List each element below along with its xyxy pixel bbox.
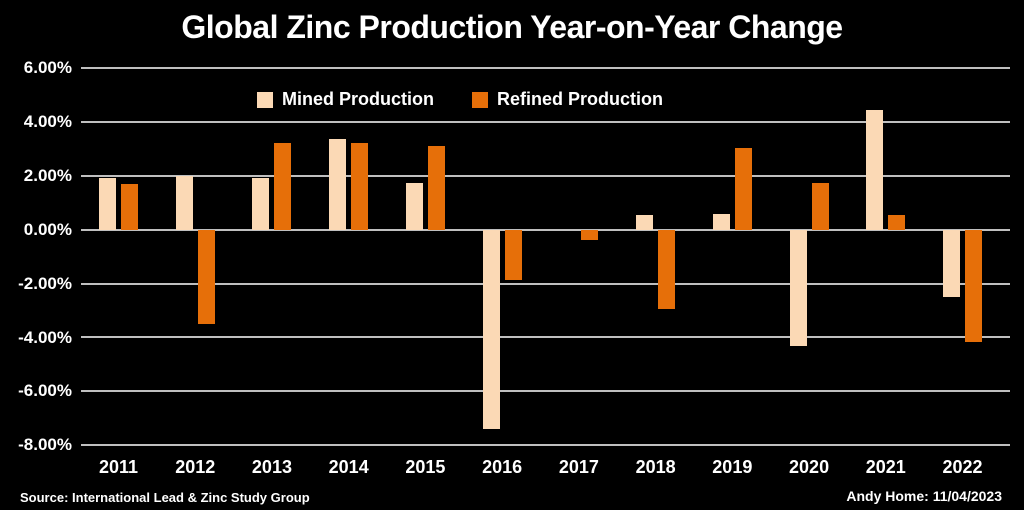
legend-label-mined: Mined Production: [282, 89, 434, 109]
refined-legend-swatch-icon: [472, 91, 488, 108]
y-tick-6pct: 6.00%: [23, 58, 72, 77]
mined-bar-2014: [329, 139, 347, 230]
x-tick-2017: 2017: [558, 457, 599, 477]
gridline-6pct: [81, 67, 1010, 69]
gridline-neg4pct: [81, 336, 1010, 339]
mined-legend-swatch-icon: [257, 91, 273, 108]
gridline-4pct: [81, 120, 1010, 123]
refined-bar-2014: [351, 143, 369, 230]
refined-bar-2018: [658, 229, 676, 310]
y-tick-neg4pct: -4.00%: [18, 327, 72, 347]
source-note: Source: International Lead & Zinc Study …: [20, 490, 310, 505]
gridline-neg6pct: [81, 390, 1010, 393]
x-tick-2018: 2018: [635, 457, 676, 477]
refined-bar-2020: [811, 182, 829, 230]
y-tick-2pct: 2.00%: [23, 165, 72, 185]
y-tick-4pct: 4.00%: [23, 111, 72, 131]
gridline-2pct: [81, 174, 1010, 177]
chart-title: Global Zinc Production Year-on-Year Chan…: [181, 9, 843, 45]
x-tick-2016: 2016: [482, 457, 523, 477]
gridline-neg8pct: [81, 444, 1010, 447]
x-tick-2019: 2019: [712, 457, 753, 477]
x-tick-2013: 2013: [251, 457, 292, 477]
mined-bar-2022: [943, 229, 961, 298]
legend-entry-mined: Mined Production: [257, 89, 434, 110]
mined-bar-2011: [99, 178, 116, 230]
mined-bar-2018: [636, 214, 654, 230]
refined-bar-2021: [888, 214, 906, 230]
refined-bar-2015: [427, 146, 445, 230]
x-tick-2022: 2022: [942, 457, 983, 477]
mined-bar-2016: [482, 229, 500, 430]
mined-bar-2012: [175, 175, 193, 230]
legend-label-refined: Refined Production: [497, 89, 663, 109]
mined-bar-2015: [405, 182, 423, 230]
refined-bar-2012: [197, 229, 215, 324]
mined-bar-2013: [252, 178, 270, 230]
y-tick-neg2pct: -2.00%: [18, 273, 72, 293]
refined-bar-2017: [581, 229, 599, 241]
refined-bar-2013: [274, 143, 292, 230]
x-axis-labels: 2011 2012 2013 2014 2015 2016 2017 2018 2019 2020…: [81, 457, 1010, 481]
gridline-0pct-axis: [81, 228, 1010, 231]
x-tick-2015: 2015: [405, 457, 446, 477]
y-tick-neg6pct: -6.00%: [18, 381, 72, 401]
x-tick-2011: 2011: [98, 457, 139, 477]
legend: Mined Production Refined Production: [257, 89, 663, 110]
x-tick-2012: 2012: [175, 457, 216, 477]
refined-bar-2022: [965, 229, 983, 342]
y-tick-neg8pct: -8.00%: [18, 435, 72, 455]
x-tick-2021: 2021: [865, 457, 906, 477]
refined-bar-2019: [734, 147, 752, 230]
mined-bar-2019: [712, 213, 730, 230]
x-tick-2020: 2020: [789, 457, 830, 477]
refined-bar-2011: [121, 183, 138, 230]
refined-bar-2016: [504, 229, 522, 280]
x-tick-2014: 2014: [328, 457, 369, 477]
plot-area: [81, 68, 1010, 446]
legend-entry-refined: Refined Production: [472, 89, 663, 110]
author-credit: Andy Home: 11/04/2023: [846, 488, 1002, 504]
mined-bar-2021: [866, 109, 884, 230]
mined-bar-2020: [789, 229, 807, 346]
y-tick-0pct: 0.00%: [23, 219, 72, 239]
gridline-neg2pct: [81, 282, 1010, 285]
